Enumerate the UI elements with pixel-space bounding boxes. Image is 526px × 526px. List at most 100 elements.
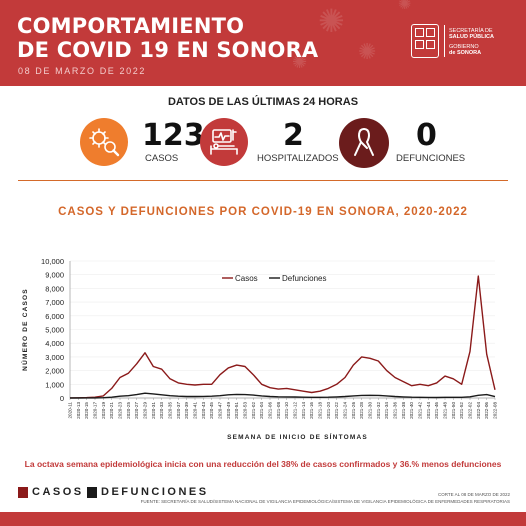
x-tick-label: 2021-30: [368, 402, 373, 419]
virus-search-icon: [80, 118, 128, 166]
x-tick-label: 2021-28: [359, 402, 364, 419]
x-tick-label: 2021-38: [401, 402, 406, 419]
virus-decoration-icon: ✺: [398, 0, 412, 13]
x-tick-label: 2020-47: [218, 402, 223, 419]
x-tick-label: 2021-32: [376, 402, 381, 419]
x-tick-label: 2021-44: [426, 402, 431, 419]
x-tick-label: 2021-18: [318, 402, 323, 419]
x-tick-label: 2021-20: [326, 402, 331, 419]
legend-label: Casos: [235, 274, 258, 283]
x-tick-label: 2021-40: [409, 402, 414, 419]
virus-decoration-icon: ✺: [318, 2, 345, 40]
x-tick-label: 2021-50: [451, 402, 456, 419]
data-source: FUENTE: SECRETARÍA DE SALUD/SISTEMA NACI…: [140, 499, 510, 504]
x-tick-label: 2020-11: [68, 402, 73, 419]
header-banner: ✺ ✺ ✺ ✺ COMPORTAMIENTO DE COVID 19 EN SO…: [0, 0, 526, 86]
x-tick-label: 2021-04: [259, 402, 264, 419]
coat-of-arms-icon: [411, 24, 439, 58]
casos-swatch: [18, 487, 28, 498]
x-tick-label: 2022-04: [476, 402, 481, 419]
defunciones-label: DEFUNCIONES: [396, 153, 466, 164]
x-tick-label: 2021-02: [251, 402, 256, 419]
x-tick-label: 2022-06: [484, 402, 489, 419]
series-line-defunciones: [70, 392, 496, 399]
x-tick-label: 2021-48: [443, 402, 448, 419]
x-tick-label: 2020-35: [168, 402, 173, 419]
x-tick-label: 2021-10: [284, 402, 289, 419]
x-tick-label: 2022-02: [468, 402, 473, 419]
x-tick-label: 2021-24: [343, 402, 348, 419]
logo-text-3: GOBIERNO: [449, 44, 479, 50]
y-tick-label: 5,000: [45, 326, 64, 335]
x-tick-label: 2021-08: [276, 402, 281, 419]
x-tick-label: 2020-39: [184, 402, 189, 419]
logo-text-2: SALUD PÚBLICA: [449, 34, 494, 40]
ribbon-icon: [339, 118, 389, 168]
y-tick-label: 3,000: [45, 353, 64, 362]
x-tick-label: 2020-33: [159, 402, 164, 419]
casos-label: CASOS: [145, 153, 179, 164]
hospitalizados-count: 2: [283, 118, 304, 153]
y-axis-title: NÚMERO DE CASOS: [20, 288, 29, 371]
x-tick-label: 2020-43: [201, 402, 206, 419]
series-line-casos: [69, 275, 496, 399]
legend-label: Defunciones: [282, 274, 326, 283]
x-tick-label: 2020-45: [209, 402, 214, 419]
y-tick-label: 8,000: [45, 284, 64, 293]
x-tick-label: 2020-17: [93, 402, 98, 419]
casos-count: 123: [142, 118, 205, 153]
report-date: 08 DE MARZO DE 2022: [18, 66, 146, 76]
x-tick-label: 2021-12: [293, 402, 298, 419]
footer-bar: [0, 512, 526, 526]
y-tick-label: 1,000: [45, 380, 64, 389]
y-tick-label: 9,000: [45, 271, 64, 280]
x-tick-label: 2020-21: [109, 402, 114, 419]
x-tick-label: 2021-06: [268, 402, 273, 419]
x-tick-label: 2021-46: [434, 402, 439, 419]
x-tick-label: 2020-37: [176, 402, 181, 419]
x-tick-label: 2021-26: [351, 402, 356, 419]
page-title-line2: DE COVID 19 EN SONORA: [17, 38, 319, 62]
virus-decoration-icon: ✺: [292, 52, 308, 73]
x-tick-label: 2021-42: [418, 402, 423, 419]
page-title-line1: COMPORTAMIENTO: [17, 14, 245, 38]
x-tick-label: 2021-16: [309, 402, 314, 419]
government-logo: SECRETARÍA DE SALUD PÚBLICA GOBIERNO de …: [411, 24, 511, 60]
y-tick-label: 2,000: [45, 367, 64, 376]
x-tick-label: 2022-08: [493, 402, 498, 419]
defunciones-count: 0: [416, 118, 437, 153]
stats-title: DATOS DE LAS ÚLTIMAS 24 HORAS: [167, 96, 359, 108]
x-tick-label: 2020-27: [134, 402, 139, 419]
logo-text-1: SECRETARÍA DE: [449, 28, 493, 34]
x-axis-title: SEMANA DE INICIO DE SÍNTOMAS: [227, 432, 368, 441]
x-tick-label: 2020-53: [243, 402, 248, 419]
x-tick-label: 2020-29: [143, 402, 148, 419]
x-tick-label: 2021-52: [459, 402, 464, 419]
y-tick-label: 0: [60, 394, 64, 403]
bottom-legend-casos: CASOS: [32, 486, 84, 498]
x-tick-label: 2021-14: [301, 402, 306, 419]
logo-text-4: de SONORA: [449, 50, 482, 56]
x-tick-label: 2020-49: [226, 402, 231, 419]
x-tick-label: 2020-13: [76, 402, 81, 419]
hospitalizados-label: HOSPITALIZADOS: [257, 153, 339, 164]
section-divider: [18, 180, 508, 181]
y-tick-label: 4,000: [45, 339, 64, 348]
x-tick-label: 2020-25: [126, 402, 131, 419]
bottom-legend-defunciones: DEFUNCIONES: [101, 486, 209, 498]
x-tick-label: 2020-31: [151, 402, 156, 419]
x-tick-label: 2020-15: [84, 402, 89, 419]
y-tick-label: 7,000: [45, 298, 64, 307]
y-tick-label: 6,000: [45, 312, 64, 321]
x-tick-label: 2020-19: [101, 402, 106, 419]
defunciones-swatch: [87, 487, 97, 498]
x-tick-label: 2021-22: [334, 402, 339, 419]
data-cut-date: CORTE AL 08 DE MARZO DE 2022: [437, 492, 510, 497]
x-tick-label: 2020-51: [234, 402, 239, 419]
summary-note: La octava semana epidemiológica inicia c…: [24, 459, 502, 469]
line-chart: 0 1,000 2,000 3,000 4,000 5,000 6,000 7,000 8,00…: [20, 257, 498, 441]
y-tick-label: 10,000: [41, 257, 64, 266]
hospital-bed-icon: [200, 118, 248, 166]
x-tick-label: 2020-23: [118, 402, 123, 419]
x-tick-label: 2020-41: [193, 402, 198, 419]
